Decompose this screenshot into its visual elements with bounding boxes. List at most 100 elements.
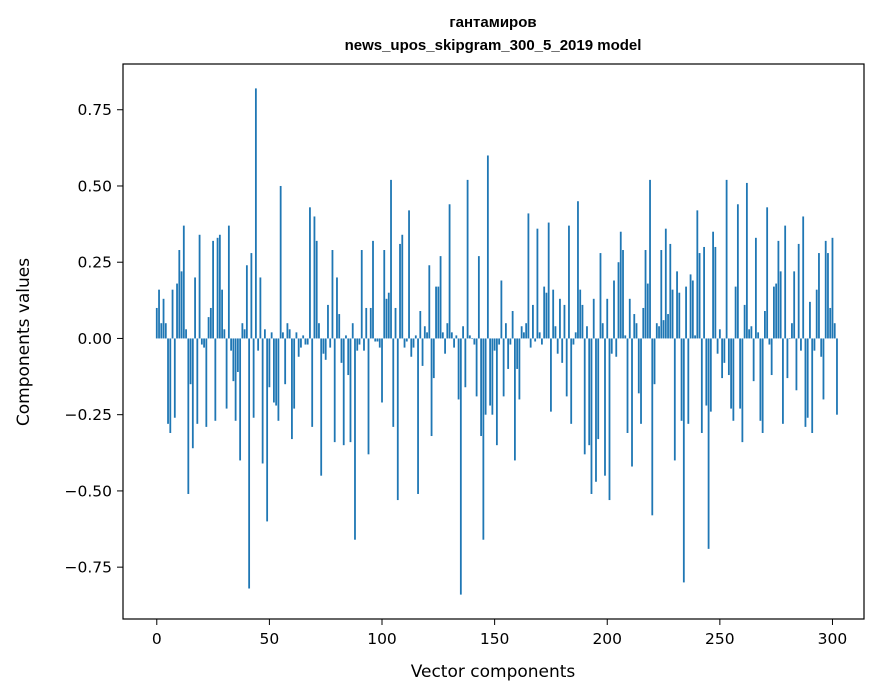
bar-229 <box>671 289 674 339</box>
bar-147 <box>486 155 489 339</box>
bar-93 <box>365 307 368 339</box>
bar-145 <box>482 338 485 540</box>
bar-182 <box>565 338 568 397</box>
bar-284 <box>795 338 798 391</box>
bar-174 <box>547 222 550 339</box>
bar-54 <box>277 338 280 421</box>
bar-195 <box>595 338 597 482</box>
bar-203 <box>613 280 615 339</box>
bar-23 <box>207 317 210 339</box>
bar-265 <box>752 338 755 382</box>
bar-186 <box>574 332 577 339</box>
bar-67 <box>306 338 309 345</box>
bar-27 <box>216 237 219 339</box>
bar-193 <box>590 338 593 494</box>
bar-115 <box>414 335 417 339</box>
bar-162 <box>520 326 523 339</box>
bar-94 <box>367 338 370 455</box>
bar-254 <box>727 338 730 376</box>
bar-242 <box>700 338 703 433</box>
bar-113 <box>410 338 413 357</box>
bar-151 <box>495 338 498 446</box>
bar-140 <box>471 338 473 340</box>
bar-267 <box>757 332 760 339</box>
bar-92 <box>363 338 365 351</box>
bar-179 <box>559 298 561 339</box>
bar-204 <box>615 338 618 357</box>
bar-225 <box>662 320 665 339</box>
bar-200 <box>606 298 609 339</box>
bar-213 <box>635 323 638 339</box>
bar-153 <box>500 280 503 339</box>
bar-300 <box>831 237 834 339</box>
y-tick-label: 0.25 <box>77 254 112 272</box>
bar-194 <box>592 298 595 339</box>
bar-117 <box>419 311 422 339</box>
bar-163 <box>523 332 525 339</box>
bar-249 <box>716 338 719 354</box>
bar-69 <box>311 338 314 427</box>
bar-235 <box>685 286 687 339</box>
x-axis: 0 50 100 150 200 250 300 <box>152 619 847 648</box>
bar-236 <box>687 338 690 424</box>
bar-9 <box>176 283 178 339</box>
bar-108 <box>399 243 401 339</box>
bar-72 <box>318 323 320 339</box>
bar-118 <box>421 338 424 366</box>
bar-262 <box>745 182 748 339</box>
bar-21 <box>203 338 205 348</box>
bar-168 <box>534 338 537 342</box>
bar-36 <box>236 338 239 372</box>
bar-250 <box>718 329 721 339</box>
bar-252 <box>723 338 726 363</box>
bar-190 <box>583 338 586 455</box>
bar-280 <box>786 338 789 379</box>
bar-273 <box>770 338 773 376</box>
bar-191 <box>586 326 588 339</box>
bar-287 <box>802 216 805 339</box>
bar-218 <box>646 283 649 339</box>
bar-277 <box>779 271 782 339</box>
bar-172 <box>543 286 546 339</box>
bar-173 <box>545 292 548 339</box>
bar-278 <box>782 338 784 424</box>
bar-123 <box>432 338 435 379</box>
bar-126 <box>439 256 442 339</box>
x-tick-label: 0 <box>152 630 162 648</box>
bar-212 <box>633 314 636 339</box>
bar-257 <box>734 286 737 339</box>
bar-55 <box>279 185 282 339</box>
x-tick-label: 150 <box>480 630 510 648</box>
bar-11 <box>180 271 183 339</box>
bar-276 <box>777 240 780 339</box>
bar-57 <box>284 338 287 385</box>
bar-210 <box>628 298 631 339</box>
bar-28 <box>218 234 221 339</box>
bar-76 <box>327 304 329 339</box>
bar-16 <box>191 338 194 449</box>
bar-261 <box>743 304 746 339</box>
bar-136 <box>462 326 464 339</box>
bar-4 <box>164 323 167 339</box>
bar-192 <box>588 338 591 446</box>
bar-110 <box>403 338 406 348</box>
bar-243 <box>703 246 705 339</box>
bar-22 <box>205 338 208 427</box>
bar-66 <box>304 338 307 345</box>
bar-103 <box>387 292 390 339</box>
bar-207 <box>622 250 624 339</box>
bar-161 <box>518 338 521 400</box>
bar-222 <box>655 323 658 339</box>
bar-294 <box>818 253 820 339</box>
bar-134 <box>457 338 460 400</box>
bar-232 <box>678 292 681 339</box>
bar-154 <box>502 338 505 397</box>
bar-14 <box>187 338 190 494</box>
bar-263 <box>748 329 751 339</box>
bar-122 <box>430 338 433 437</box>
y-tick-label: −0.75 <box>65 559 113 577</box>
bar-177 <box>554 326 557 339</box>
bar-286 <box>800 338 802 351</box>
bar-165 <box>527 213 530 339</box>
bar-2 <box>160 323 163 339</box>
